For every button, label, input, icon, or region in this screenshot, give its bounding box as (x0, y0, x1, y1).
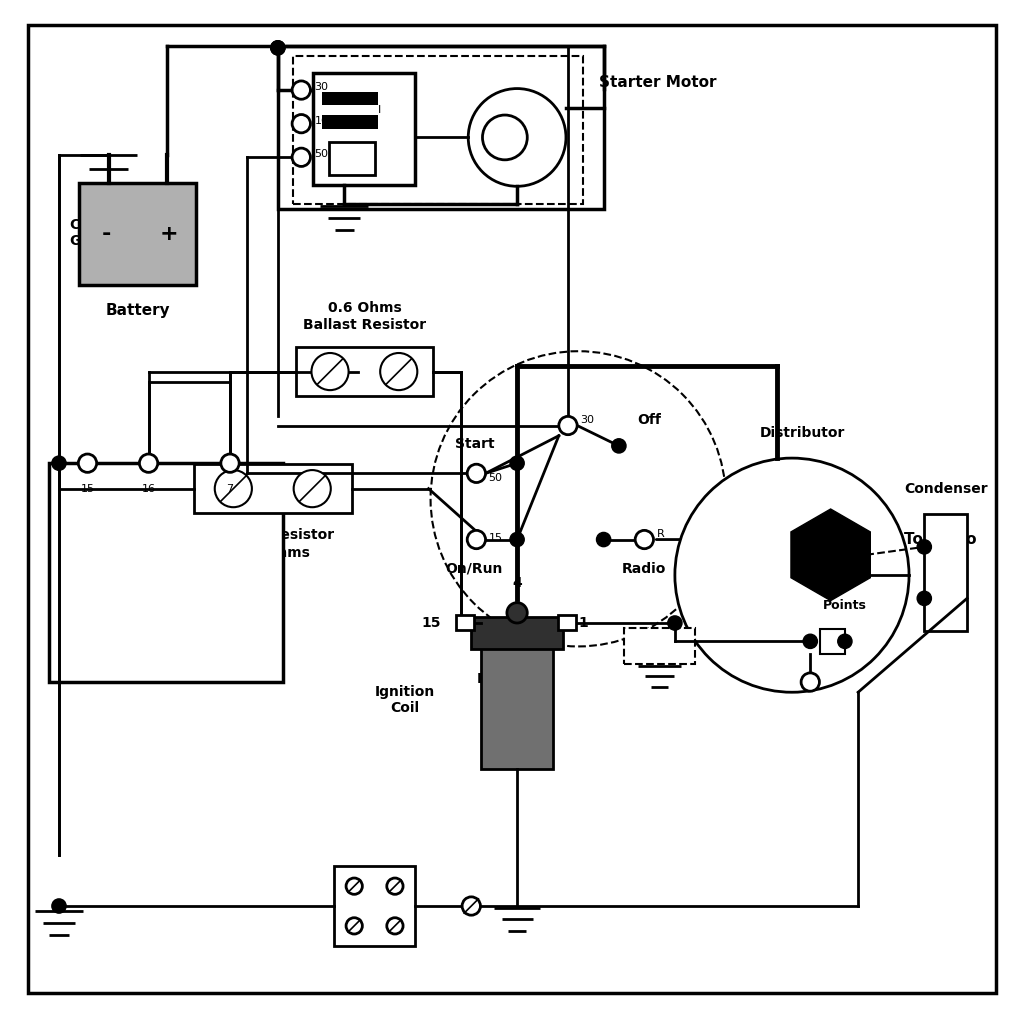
Circle shape (294, 470, 331, 507)
Circle shape (668, 616, 682, 630)
Circle shape (387, 878, 403, 895)
Circle shape (380, 353, 418, 390)
Circle shape (468, 89, 566, 186)
Circle shape (52, 456, 67, 470)
Circle shape (801, 673, 819, 691)
Circle shape (346, 878, 362, 895)
Bar (558, 615, 577, 630)
Text: Transistorized: Transistorized (111, 528, 221, 543)
Circle shape (918, 540, 932, 554)
Text: Points: Points (822, 600, 866, 612)
Circle shape (823, 548, 838, 562)
Text: 7: 7 (226, 484, 233, 494)
Circle shape (78, 454, 96, 472)
Text: 3: 3 (160, 633, 172, 652)
Circle shape (292, 115, 310, 133)
Bar (334, 866, 416, 946)
Bar (820, 629, 845, 654)
Text: Ignition
Coil: Ignition Coil (375, 685, 435, 715)
Text: To Radio: To Radio (904, 532, 977, 547)
Circle shape (311, 353, 348, 390)
Bar (329, 142, 375, 175)
Bar (293, 56, 584, 204)
Text: 15: 15 (421, 616, 440, 630)
Text: 50: 50 (314, 150, 329, 159)
Circle shape (611, 439, 626, 453)
Bar (322, 92, 378, 105)
Circle shape (52, 899, 67, 913)
Bar (925, 514, 967, 631)
Bar (624, 628, 695, 664)
Text: +: + (160, 224, 178, 244)
Circle shape (467, 464, 485, 483)
Text: -: - (102, 224, 112, 244)
Circle shape (467, 530, 485, 549)
Text: Condenser: Condenser (904, 482, 987, 496)
Bar (194, 464, 351, 513)
Text: 15: 15 (488, 532, 503, 543)
Text: 50: 50 (488, 473, 503, 484)
Bar (456, 615, 474, 630)
Circle shape (462, 897, 480, 915)
Circle shape (559, 416, 578, 435)
Text: I: I (378, 105, 381, 115)
Circle shape (270, 41, 285, 55)
Circle shape (430, 351, 726, 646)
Text: On/Run: On/Run (445, 562, 503, 576)
Text: 16: 16 (141, 484, 156, 494)
Circle shape (215, 470, 252, 507)
Text: 15: 15 (81, 484, 94, 494)
Bar (313, 73, 416, 185)
Bar (322, 115, 378, 128)
Text: Ballast Resistor: Ballast Resistor (211, 528, 334, 543)
Circle shape (292, 149, 310, 167)
Circle shape (851, 568, 865, 582)
Text: 16: 16 (314, 116, 329, 125)
Bar (49, 463, 283, 682)
Circle shape (510, 456, 524, 470)
Text: 0.6 Ohms: 0.6 Ohms (328, 300, 401, 315)
Circle shape (635, 530, 653, 549)
Bar (471, 617, 563, 649)
Text: 4: 4 (512, 576, 522, 590)
Text: Distributor: Distributor (760, 426, 845, 440)
Circle shape (675, 458, 909, 692)
Bar (296, 347, 433, 396)
Polygon shape (791, 509, 870, 601)
Text: 30: 30 (314, 82, 329, 92)
Circle shape (346, 918, 362, 935)
Text: Ballast Resistor: Ballast Resistor (303, 318, 426, 332)
Circle shape (803, 634, 817, 648)
Bar (79, 183, 197, 285)
Bar (481, 631, 553, 769)
Circle shape (507, 603, 527, 623)
Circle shape (838, 634, 852, 648)
Circle shape (597, 532, 610, 547)
Circle shape (139, 454, 158, 472)
Text: Start: Start (455, 437, 495, 451)
Text: R: R (656, 529, 665, 540)
Circle shape (482, 115, 527, 160)
Text: 1: 1 (579, 616, 588, 630)
Bar (278, 46, 603, 209)
Text: Chassis
Ground: Chassis Ground (69, 218, 128, 248)
Circle shape (221, 454, 240, 472)
Text: 0.4 Ohms: 0.4 Ohms (236, 546, 309, 560)
Text: Battery: Battery (105, 303, 170, 319)
Text: Radio: Radio (623, 562, 667, 576)
Circle shape (918, 591, 932, 606)
Circle shape (292, 81, 310, 100)
Circle shape (270, 41, 285, 55)
Text: Off: Off (637, 413, 662, 428)
Text: Starter Motor: Starter Motor (599, 75, 716, 90)
Text: Ignition
Switch: Ignition Switch (477, 672, 537, 702)
Circle shape (510, 532, 524, 547)
Circle shape (387, 918, 403, 935)
Text: 30: 30 (581, 415, 594, 426)
Text: Ignition Module: Ignition Module (104, 561, 227, 575)
